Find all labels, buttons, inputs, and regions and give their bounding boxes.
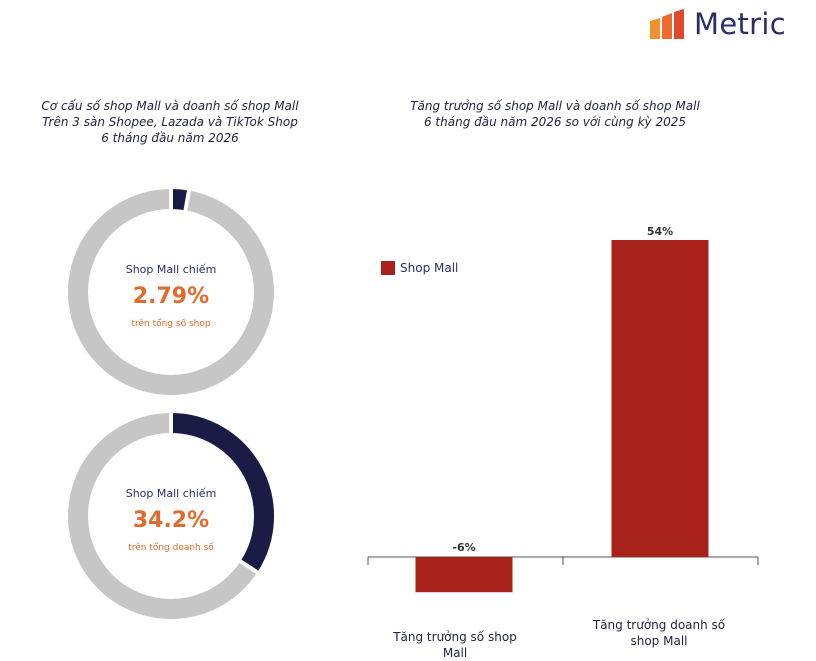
- bar-section-title: Tăng trưởng số shop Mall và doanh số sho…: [390, 98, 720, 130]
- logo-bar-3: [674, 9, 684, 39]
- donut-share-arc: [170, 413, 274, 573]
- category-label-revenue: Tăng trưởng doanh số shop Mall: [586, 617, 732, 649]
- donut-1-sub: trên tổng số shop: [131, 319, 211, 329]
- donut-1-value: 2.79%: [132, 284, 210, 309]
- logo-bar-1: [650, 18, 660, 39]
- brand-name: Metric: [694, 7, 786, 41]
- donut-1-label: Shop Mall chiếm: [125, 263, 217, 276]
- shop-share-donut: Shop Mall chiếm 2.79% trên tổng số shop: [66, 187, 276, 397]
- category-label-shop-count: Tăng trưởng số shop Mall: [380, 629, 530, 661]
- right-title-line-2: 6 tháng đầu năm 2026 so với cùng kỳ 2025: [423, 115, 686, 129]
- cat-0-line-1: Tăng trưởng số shop Mall: [393, 630, 517, 660]
- donut-2-sub: trên tổng doanh số: [128, 543, 214, 553]
- revenue-share-donut: Shop Mall chiếm 34.2% trên tổng doanh số: [66, 411, 276, 621]
- bar-1: [611, 240, 709, 557]
- right-title-line-1: Tăng trưởng số shop Mall và doanh số sho…: [410, 99, 700, 113]
- shop-share-center: Shop Mall chiếm 2.79% trên tổng số shop: [66, 263, 276, 329]
- left-title-line-3: 6 tháng đầu năm 2026: [101, 131, 239, 145]
- cat-1-line-2: shop Mall: [630, 634, 688, 648]
- legend-swatch: [381, 261, 395, 275]
- bar-0: [415, 557, 513, 593]
- donut-segment-gap: [237, 558, 261, 576]
- donut-2-value: 34.2%: [132, 508, 210, 533]
- donut-2-label: Shop Mall chiếm: [125, 487, 217, 500]
- shop-share-donut-chart: [68, 187, 274, 395]
- donut-section-title: Cơ cấu số shop Mall và doanh số shop Mal…: [20, 98, 320, 146]
- bar-label-1: 54%: [647, 225, 673, 238]
- logo-bar-2: [662, 13, 672, 39]
- bar-legend: Shop Mall: [381, 261, 458, 275]
- left-title-line-1: Cơ cấu số shop Mall và doanh số shop Mal…: [41, 99, 299, 113]
- revenue-share-center: Shop Mall chiếm 34.2% trên tổng doanh số: [66, 487, 276, 553]
- donut-share-arc: [170, 189, 189, 211]
- cat-1-line-1: Tăng trưởng doanh số: [592, 618, 726, 632]
- bar-label-0: -6%: [452, 541, 475, 554]
- donut-segment-gap: [183, 188, 192, 213]
- legend-label: Shop Mall: [400, 261, 459, 275]
- bar-chart-logo-icon: [650, 9, 684, 39]
- revenue-share-donut-chart: [68, 411, 274, 619]
- left-title-line-2: Trên 3 sàn Shopee, Lazada và TikTok Shop: [42, 115, 298, 129]
- growth-bar-chart: -6% 54%: [367, 225, 759, 593]
- metric-logo: Metric: [650, 6, 786, 42]
